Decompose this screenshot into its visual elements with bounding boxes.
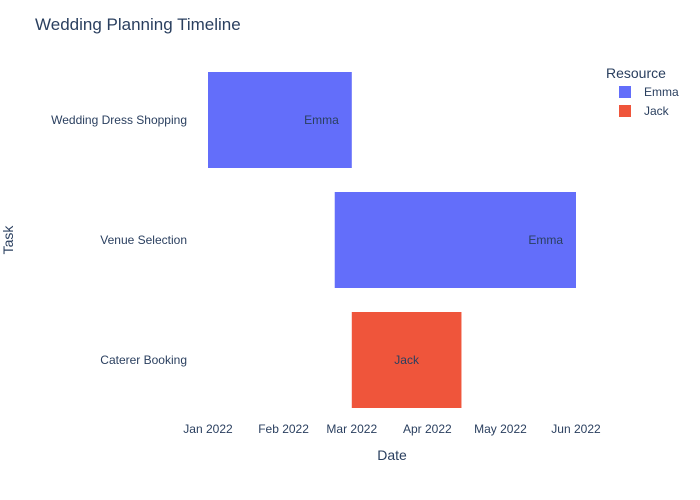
gantt-bar [351, 312, 462, 408]
legend-title: Resource [606, 65, 666, 81]
y-axis-title: Task [0, 225, 16, 255]
legend-swatch [619, 86, 631, 98]
legend-entry: Emma [644, 85, 679, 99]
legend-swatch [619, 105, 631, 117]
x-tick-labels: Jan 2022 Feb 2022 Mar 2022 Apr 2022 May 2022… [183, 422, 601, 436]
chart-title: Wedding Planning Timeline [35, 15, 241, 34]
y-tick-label: Venue Selection [100, 233, 187, 247]
bars-layer: Emma Emma Jack [208, 72, 576, 408]
bar-label: Emma [528, 233, 563, 247]
bar-label: Jack [394, 353, 420, 367]
gantt-bar [208, 72, 352, 168]
x-tick-label: Feb 2022 [258, 422, 309, 436]
bar-label: Emma [304, 113, 339, 127]
y-tick-label: Caterer Booking [100, 353, 187, 367]
legend-entry: Jack [644, 104, 670, 118]
x-tick-label: Jan 2022 [183, 422, 233, 436]
gantt-bar [334, 192, 576, 288]
x-tick-label: Mar 2022 [326, 422, 377, 436]
legend: Resource Emma Jack [606, 65, 679, 118]
x-tick-label: May 2022 [474, 422, 527, 436]
x-axis-title: Date [377, 447, 407, 463]
y-tick-labels: Wedding Dress Shopping Venue Selection Cat… [51, 113, 187, 367]
y-tick-label: Wedding Dress Shopping [51, 113, 187, 127]
x-tick-label: Apr 2022 [403, 422, 452, 436]
x-tick-label: Jun 2022 [551, 422, 601, 436]
